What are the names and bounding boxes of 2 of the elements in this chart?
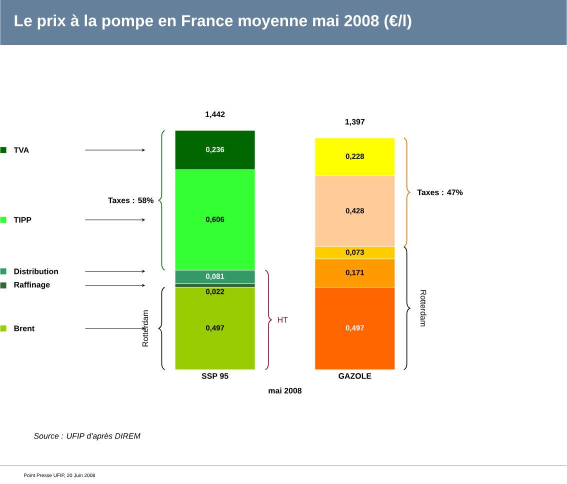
- bar: [174, 287, 256, 370]
- chart-title: Le prix à la pompe en France moyenne mai 2008 (€/l): [14, 14, 412, 30]
